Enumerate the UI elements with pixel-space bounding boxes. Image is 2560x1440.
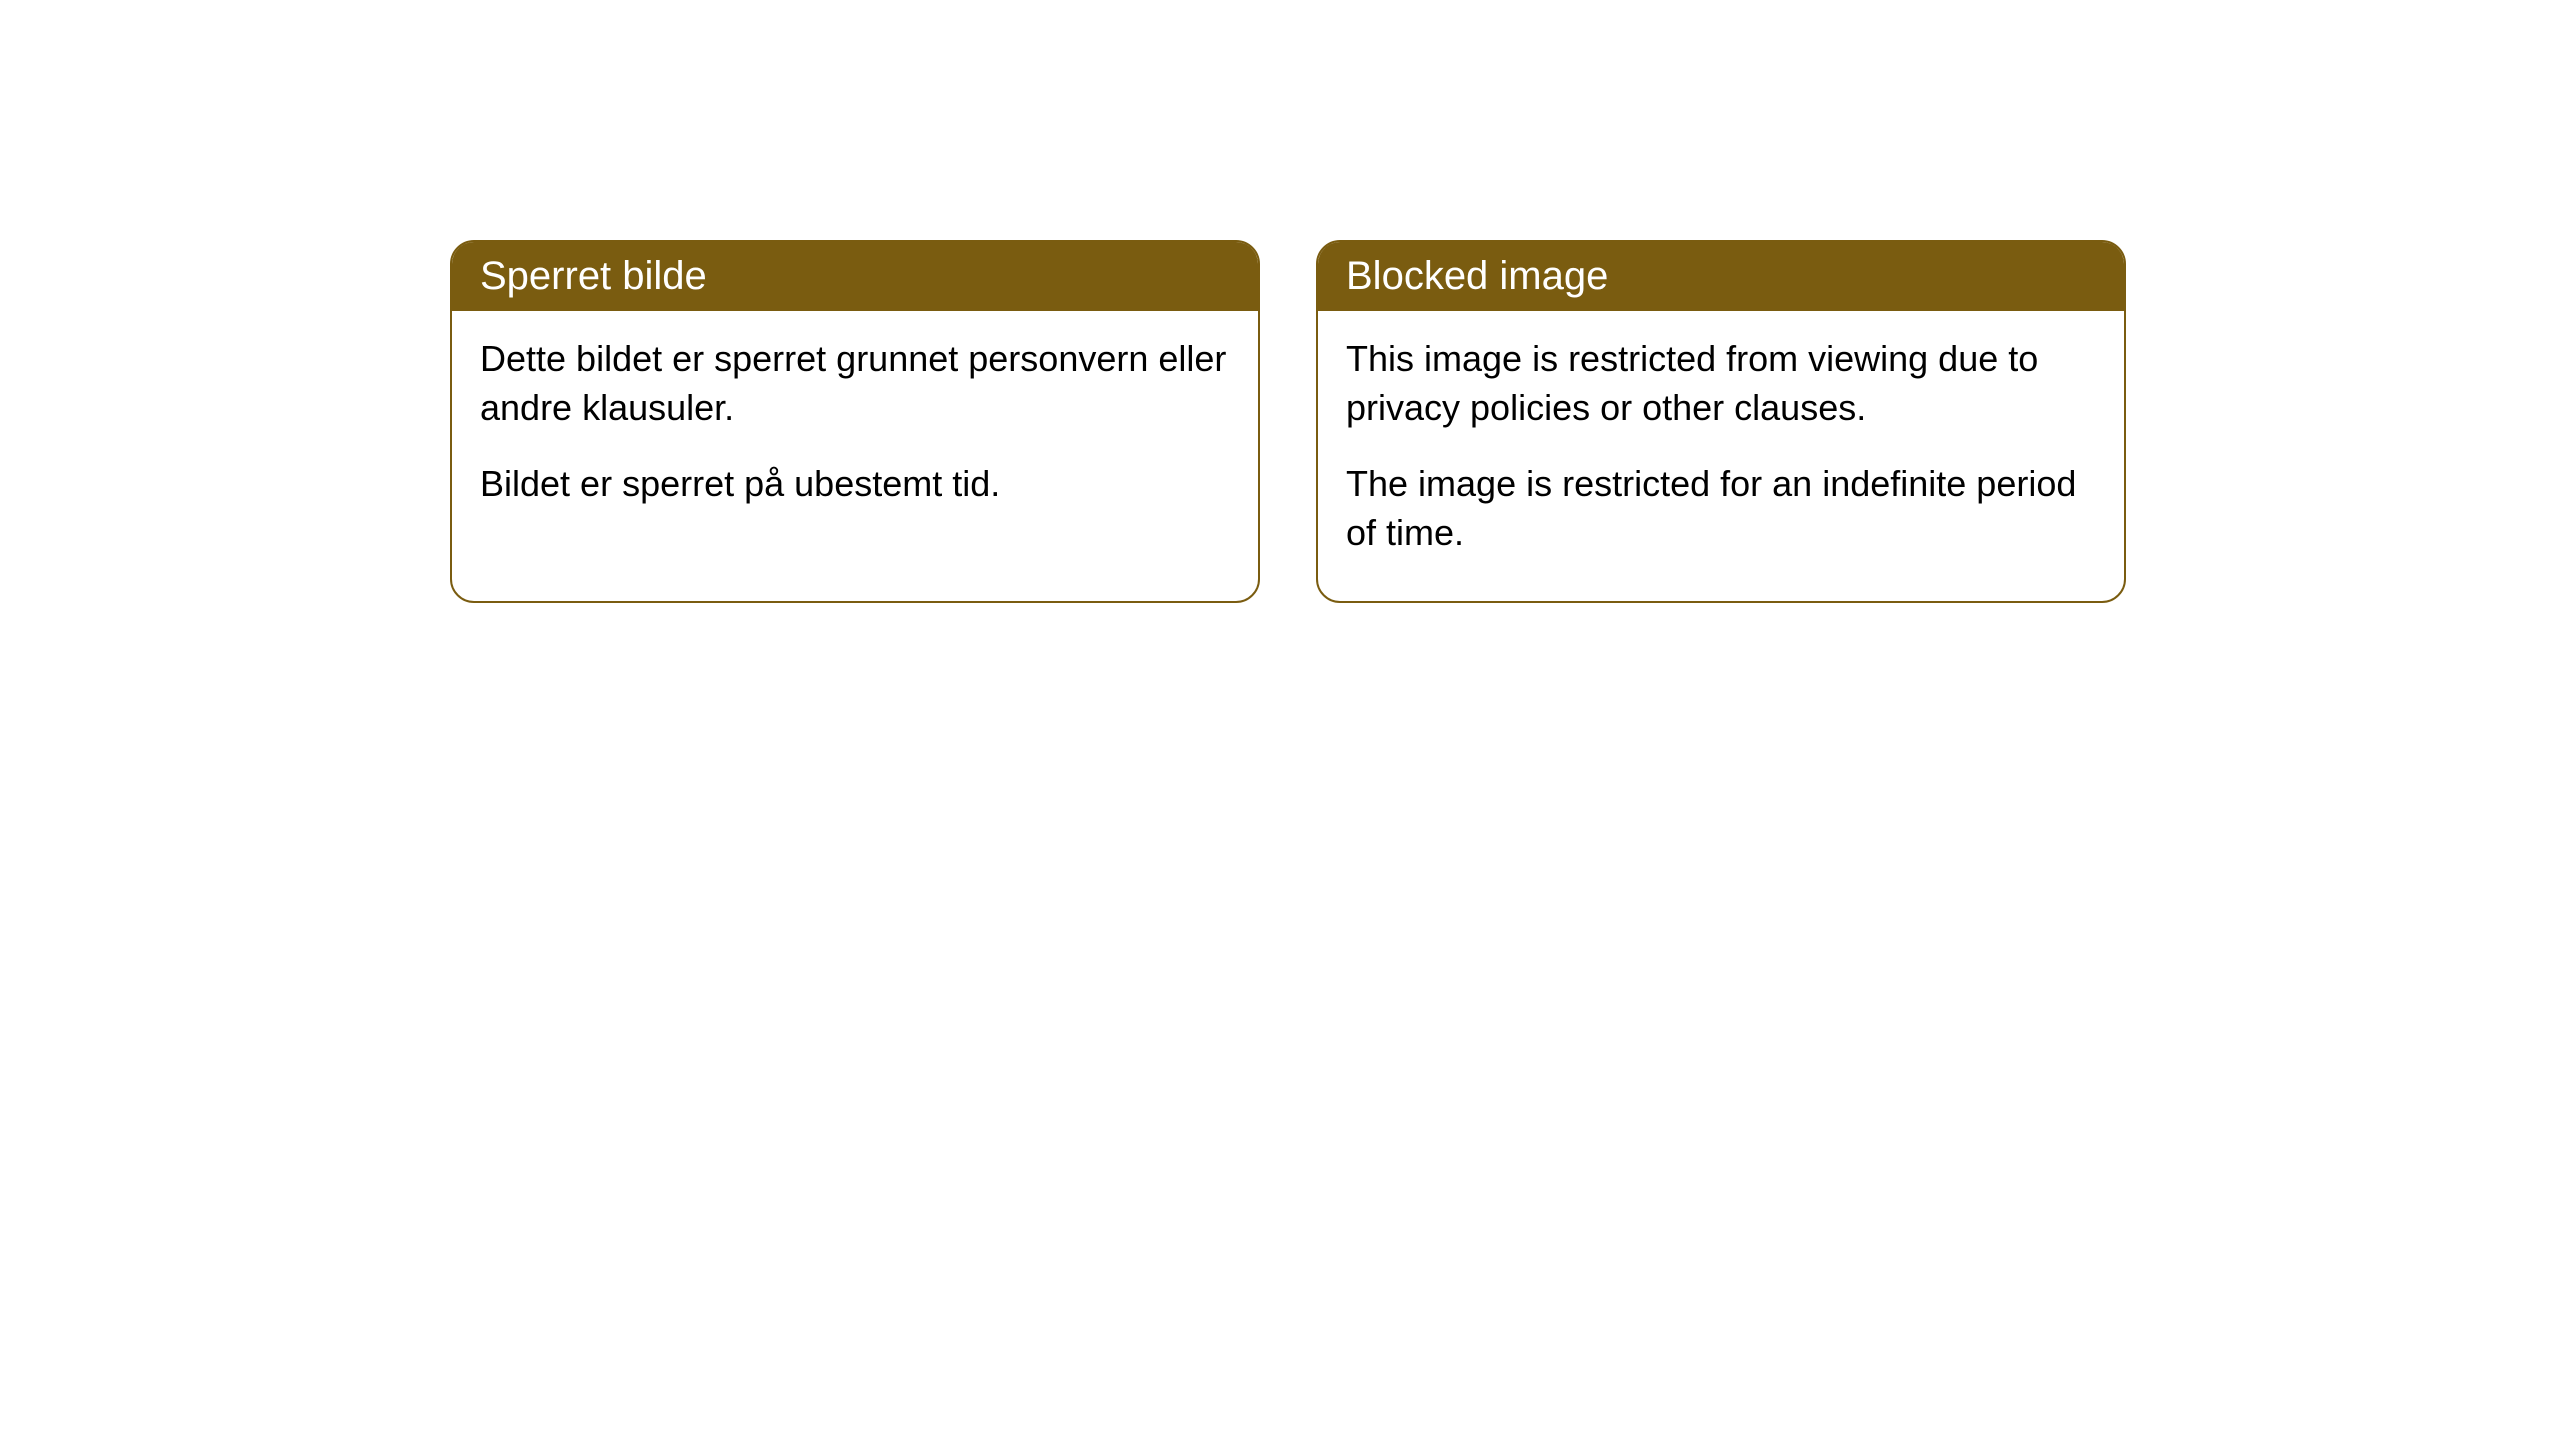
- card-body: Dette bildet er sperret grunnet personve…: [452, 311, 1258, 553]
- card-header: Sperret bilde: [452, 242, 1258, 311]
- card-paragraph-2: Bildet er sperret på ubestemt tid.: [480, 460, 1230, 509]
- blocked-image-card-english: Blocked image This image is restricted f…: [1316, 240, 2126, 603]
- card-header: Blocked image: [1318, 242, 2124, 311]
- blocked-image-card-norwegian: Sperret bilde Dette bildet er sperret gr…: [450, 240, 1260, 603]
- card-container: Sperret bilde Dette bildet er sperret gr…: [450, 240, 2126, 603]
- card-paragraph-1: Dette bildet er sperret grunnet personve…: [480, 335, 1230, 432]
- card-body: This image is restricted from viewing du…: [1318, 311, 2124, 601]
- card-paragraph-1: This image is restricted from viewing du…: [1346, 335, 2096, 432]
- card-paragraph-2: The image is restricted for an indefinit…: [1346, 460, 2096, 557]
